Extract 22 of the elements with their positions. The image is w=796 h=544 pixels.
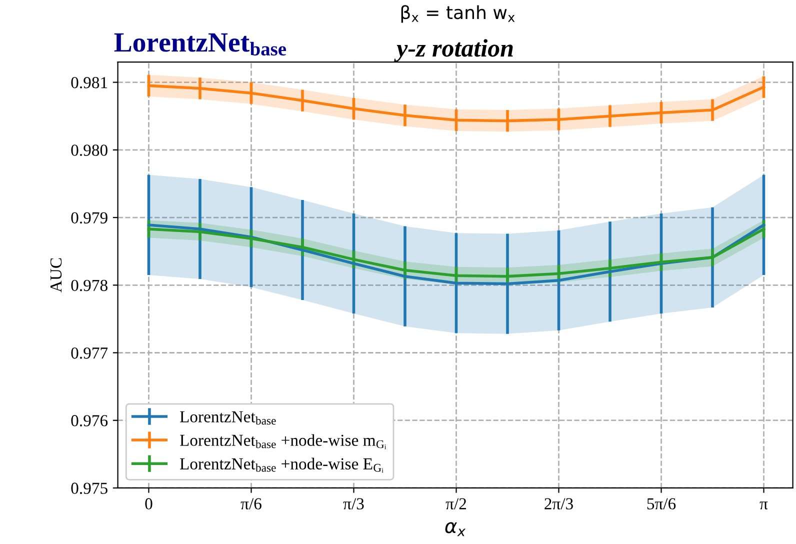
x-tick-label: 2π/3 (544, 498, 573, 510)
x-tick-label: π (760, 502, 768, 510)
y-tick-label: 0.981 (71, 77, 108, 88)
y-tick-label: 0.976 (71, 415, 108, 426)
legend-label: LorentzNet$_{base}$ +node-wise m$_{Gᵢ}$ (180, 434, 386, 450)
y-tick-label: 0.980 (71, 144, 108, 156)
text: β$_{x}$ = tanh w$_{x}$ (401, 5, 515, 23)
chart-title: y-z rotation (394, 39, 513, 62)
y-axis-title: AUC (50, 258, 62, 292)
x-tick-label: 5π/6 (647, 498, 676, 510)
y-tick-label: 0.977 (71, 347, 108, 359)
x-tick-label: 0 (145, 498, 152, 510)
legend-label: LorentzNet$_{base}$ +node-wise E$_{Gᵢ}$ (180, 458, 384, 473)
legend-label: LorentzNet$_{base}$ (180, 411, 276, 425)
x-axis-title: α$_{x}$ (445, 522, 466, 536)
x-tick-label: π/3 (343, 498, 364, 510)
text: LorentzNet$_{base}$ (114, 33, 286, 56)
y-tick-label: 0.978 (71, 280, 108, 292)
y-tick-label: 0.979 (71, 212, 108, 224)
x-tick-label: π/2 (446, 498, 466, 510)
x-tick-label: π/6 (240, 498, 262, 510)
y-tick-label: 0.975 (71, 482, 108, 494)
